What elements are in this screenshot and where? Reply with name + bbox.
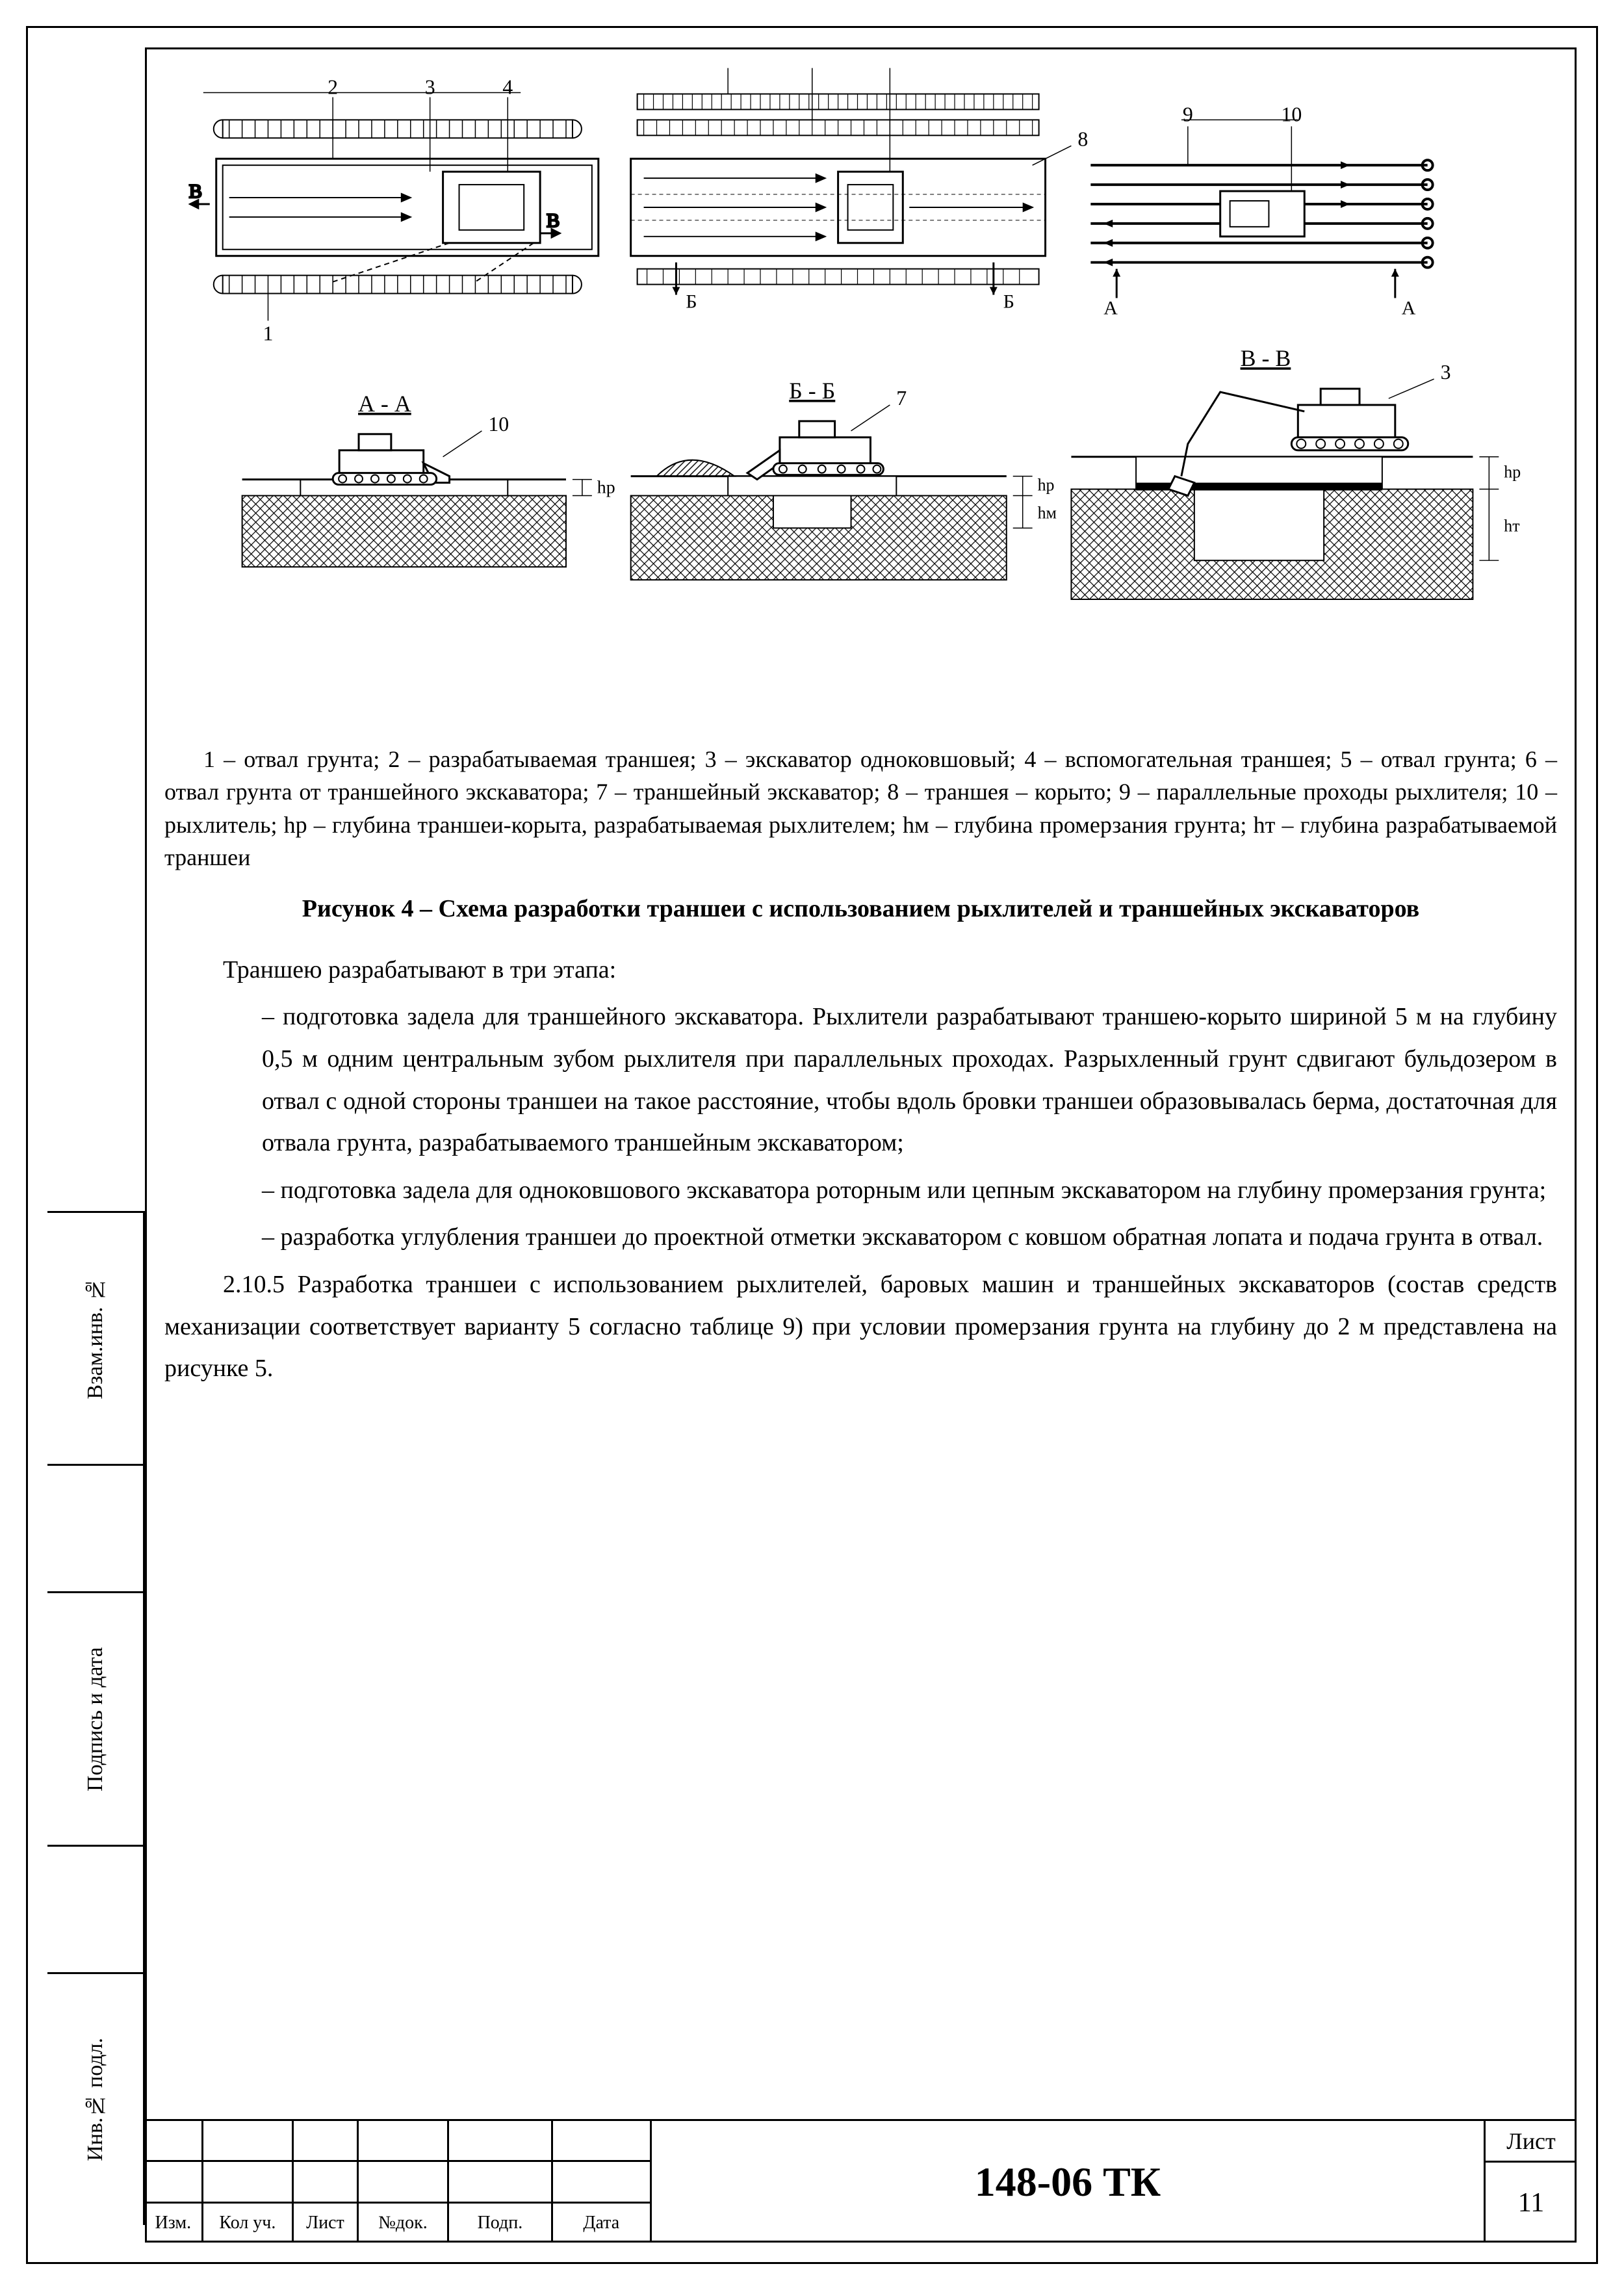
svg-text:10: 10 <box>488 413 509 436</box>
side-cell-inv: Инв.№ подл. <box>47 1974 143 2225</box>
plan-middle: Б Б 5 6 7 8 <box>631 67 1089 312</box>
svg-text:hр: hр <box>597 478 615 498</box>
svg-text:3: 3 <box>425 76 435 99</box>
tb-h-izm: Изм. <box>145 2204 203 2243</box>
tb-empty <box>553 2162 650 2201</box>
diagram-svg: В В 2 3 4 1 <box>164 67 1557 730</box>
section-bb: Б - Б <box>631 378 1057 580</box>
svg-text:В: В <box>547 210 560 231</box>
svg-text:А - А: А - А <box>358 391 411 417</box>
svg-text:Б - Б: Б - Б <box>789 378 835 404</box>
svg-text:7: 7 <box>896 387 907 410</box>
svg-text:2: 2 <box>328 76 338 99</box>
tb-empty <box>449 2121 552 2160</box>
tb-h-ndok: №док. <box>359 2204 449 2243</box>
doc-code: 148-06 ТК <box>652 2121 1486 2243</box>
svg-text:5: 5 <box>723 67 733 68</box>
svg-text:А: А <box>1402 297 1416 319</box>
page-frame: В В 2 3 4 1 <box>26 26 1598 2264</box>
tb-empty <box>203 2162 294 2201</box>
side-cell-podpis: Подпись и дата <box>47 1593 143 1846</box>
side-cell-gap1 <box>47 1466 143 1593</box>
tb-empty <box>359 2162 449 2201</box>
svg-text:Б: Б <box>686 291 697 312</box>
tb-empty <box>294 2162 359 2201</box>
svg-text:8: 8 <box>1077 127 1088 150</box>
svg-text:hт: hт <box>1504 516 1519 535</box>
figure-caption: Рисунок 4 – Схема разработки траншеи с и… <box>164 892 1557 926</box>
tb-empty <box>145 2121 203 2160</box>
para-2105: 2.10.5 Разработка траншеи с использовани… <box>164 1264 1557 1390</box>
plan-right: А А 9 10 <box>1090 103 1432 319</box>
svg-text:hм: hм <box>1038 503 1057 522</box>
svg-text:hр: hр <box>1504 463 1521 482</box>
tb-h-list: Лист <box>294 2204 359 2243</box>
tb-h-data: Дата <box>553 2204 650 2243</box>
section-aa: А - А <box>242 391 615 567</box>
svg-text:3: 3 <box>1441 361 1451 384</box>
svg-text:hр: hр <box>1038 476 1055 495</box>
svg-text:В: В <box>189 181 202 202</box>
side-stamp: Взам.инв. № Подпись и дата Инв.№ подл. <box>47 1211 145 2225</box>
title-block: Изм. Кол уч. Лист №док. Подп. Дата 148-0… <box>145 2119 1577 2243</box>
tb-empty <box>294 2121 359 2160</box>
svg-text:10: 10 <box>1281 103 1302 125</box>
figure-4-diagram: В В 2 3 4 1 <box>164 67 1557 730</box>
tb-empty <box>145 2162 203 2201</box>
svg-text:9: 9 <box>1183 103 1193 125</box>
plan-left: В В 2 3 4 1 <box>189 76 599 345</box>
side-cell-gap2 <box>47 1847 143 1974</box>
intro-line: Траншею разрабатывают в три этапа: <box>164 949 1557 991</box>
section-vv: В - В <box>1071 345 1521 599</box>
tb-left: Изм. Кол уч. Лист №док. Подп. Дата <box>145 2121 652 2243</box>
side-cell-vzam: Взам.инв. № <box>47 1213 143 1466</box>
tb-empty <box>553 2121 650 2160</box>
item-3: разработка углубления траншеи до проектн… <box>164 1216 1557 1258</box>
svg-text:А: А <box>1103 297 1118 319</box>
sheet-number: 11 <box>1486 2163 1577 2243</box>
svg-text:6: 6 <box>807 67 818 68</box>
tb-empty <box>203 2121 294 2160</box>
svg-text:Б: Б <box>1003 291 1014 312</box>
tb-h-podp: Подп. <box>449 2204 552 2243</box>
tb-h-kol: Кол уч. <box>203 2204 294 2243</box>
tb-empty <box>359 2121 449 2160</box>
figure-legend: 1 – отвал грунта; 2 – разрабатываемая тр… <box>164 743 1557 874</box>
svg-text:1: 1 <box>263 322 274 345</box>
body-text: Траншею разрабатывают в три этапа: подго… <box>164 949 1557 1390</box>
content-area: В В 2 3 4 1 <box>164 67 1557 2119</box>
sheet-label: Лист <box>1486 2121 1577 2163</box>
item-2: подготовка задела для одноковшового экск… <box>164 1169 1557 1212</box>
svg-text:В - В: В - В <box>1241 345 1291 371</box>
svg-text:4: 4 <box>502 76 513 99</box>
tb-empty <box>449 2162 552 2201</box>
svg-text:7: 7 <box>884 67 895 68</box>
tb-right: Лист 11 <box>1486 2121 1577 2243</box>
item-1: подготовка задела для траншейного экскав… <box>164 996 1557 1164</box>
